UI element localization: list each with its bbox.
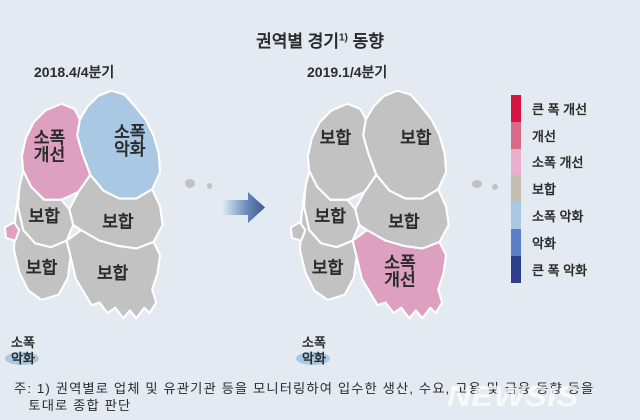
svg-text:보합: 보합 xyxy=(315,206,347,226)
svg-text:보합: 보합 xyxy=(102,211,134,231)
svg-text:악화: 악화 xyxy=(114,140,146,159)
svg-text:보합: 보합 xyxy=(29,206,61,226)
svg-text:보합: 보합 xyxy=(312,258,344,278)
svg-text:보합: 보합 xyxy=(97,263,129,283)
svg-text:보합: 보합 xyxy=(400,127,432,147)
svg-text:보합: 보합 xyxy=(26,258,58,278)
svg-text:개선: 개선 xyxy=(384,270,415,289)
svg-text:개선: 개선 xyxy=(34,145,65,164)
svg-text:보합: 보합 xyxy=(388,211,420,231)
svg-text:보합: 보합 xyxy=(320,127,352,147)
